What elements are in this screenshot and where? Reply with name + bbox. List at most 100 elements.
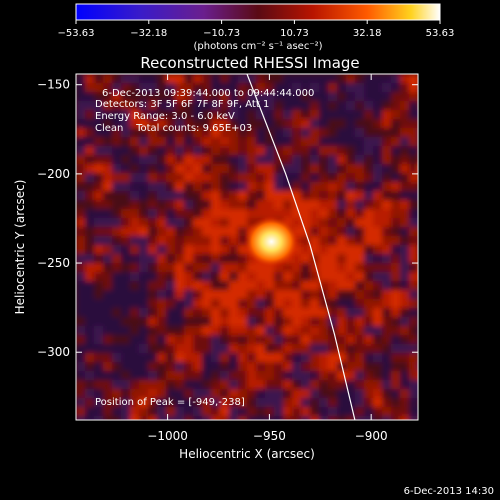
- image-pixel: [238, 272, 247, 281]
- image-pixel: [274, 200, 283, 209]
- image-pixel: [283, 191, 292, 200]
- image-pixel: [391, 281, 400, 290]
- image-pixel: [355, 272, 364, 281]
- image-pixel: [418, 191, 427, 200]
- image-pixel: [256, 272, 265, 281]
- image-pixel: [256, 146, 265, 155]
- image-pixel: [211, 218, 220, 227]
- image-pixel: [337, 362, 346, 371]
- image-pixel: [400, 416, 409, 420]
- image-pixel: [292, 92, 301, 101]
- image-pixel: [391, 128, 400, 137]
- image-pixel: [292, 164, 301, 173]
- image-pixel: [301, 83, 310, 92]
- image-pixel: [337, 245, 346, 254]
- image-pixel: [265, 146, 274, 155]
- image-pixel: [274, 416, 283, 420]
- image-pixel: [346, 425, 355, 434]
- image-pixel: [238, 308, 247, 317]
- image-pixel: [175, 74, 184, 83]
- image-pixel: [220, 200, 229, 209]
- image-pixel: [229, 335, 238, 344]
- image-pixel: [103, 191, 112, 200]
- image-pixel: [418, 398, 427, 407]
- image-pixel: [94, 416, 103, 420]
- image-pixel: [319, 398, 328, 407]
- image-pixel: [319, 371, 328, 380]
- image-pixel: [319, 200, 328, 209]
- image-pixel: [283, 209, 292, 218]
- image-pixel: [400, 227, 409, 236]
- image-pixel: [148, 101, 157, 110]
- image-pixel: [274, 137, 283, 146]
- image-pixel: [193, 155, 202, 164]
- image-pixel: [382, 380, 391, 389]
- image-pixel: [220, 416, 229, 420]
- image-pixel: [184, 101, 193, 110]
- image-pixel: [103, 110, 112, 119]
- image-pixel: [364, 254, 373, 263]
- image-pixel: [328, 344, 337, 353]
- image-pixel: [238, 245, 247, 254]
- image-pixel: [220, 299, 229, 308]
- image-pixel: [418, 245, 427, 254]
- image-pixel: [292, 101, 301, 110]
- image-pixel: [220, 146, 229, 155]
- image-pixel: [400, 407, 409, 416]
- image-pixel: [265, 353, 274, 362]
- image-pixel: [229, 209, 238, 218]
- image-pixel: [247, 119, 256, 128]
- image-pixel: [157, 218, 166, 227]
- image-pixel: [184, 299, 193, 308]
- image-pixel: [76, 371, 85, 380]
- image-pixel: [121, 128, 130, 137]
- image-pixel: [85, 245, 94, 254]
- image-pixel: [418, 308, 427, 317]
- image-pixel: [166, 191, 175, 200]
- image-pixel: [409, 137, 418, 146]
- image-pixel: [301, 344, 310, 353]
- image-pixel: [400, 317, 409, 326]
- image-pixel: [319, 128, 328, 137]
- image-pixel: [166, 200, 175, 209]
- image-pixel: [229, 200, 238, 209]
- image-pixel: [112, 74, 121, 83]
- image-pixel: [364, 137, 373, 146]
- image-pixel: [157, 164, 166, 173]
- image-pixel: [130, 299, 139, 308]
- image-pixel: [229, 317, 238, 326]
- image-pixel: [310, 101, 319, 110]
- image-pixel: [139, 290, 148, 299]
- image-pixel: [76, 74, 85, 83]
- image-pixel: [130, 281, 139, 290]
- image-pixel: [247, 371, 256, 380]
- image-pixel: [139, 371, 148, 380]
- image-pixel: [328, 272, 337, 281]
- image-pixel: [184, 110, 193, 119]
- image-pixel: [139, 227, 148, 236]
- image-pixel: [391, 254, 400, 263]
- image-pixel: [355, 92, 364, 101]
- image-pixel: [112, 353, 121, 362]
- image-pixel: [130, 317, 139, 326]
- image-pixel: [148, 164, 157, 173]
- image-pixel: [247, 335, 256, 344]
- image-pixel: [364, 92, 373, 101]
- image-pixel: [265, 371, 274, 380]
- image-pixel: [103, 362, 112, 371]
- image-pixel: [328, 173, 337, 182]
- image-pixel: [103, 380, 112, 389]
- image-pixel: [193, 146, 202, 155]
- image-pixel: [148, 380, 157, 389]
- image-pixel: [355, 173, 364, 182]
- image-pixel: [292, 74, 301, 83]
- image-pixel: [121, 227, 130, 236]
- image-pixel: [112, 290, 121, 299]
- image-pixel: [337, 425, 346, 434]
- image-pixel: [220, 263, 229, 272]
- image-pixel: [346, 173, 355, 182]
- image-pixel: [400, 137, 409, 146]
- image-pixel: [346, 83, 355, 92]
- image-pixel: [238, 209, 247, 218]
- image-pixel: [85, 83, 94, 92]
